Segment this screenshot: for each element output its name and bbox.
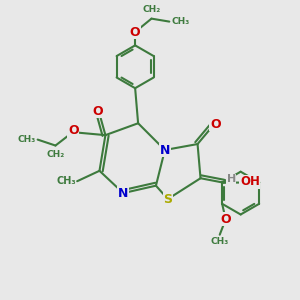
- Text: CH₃: CH₃: [171, 17, 189, 26]
- Text: CH₃: CH₃: [211, 237, 229, 246]
- Text: O: O: [68, 124, 79, 137]
- Text: S: S: [163, 193, 172, 206]
- Text: O: O: [210, 118, 221, 130]
- Text: O: O: [93, 105, 103, 118]
- Text: CH₃: CH₃: [18, 135, 36, 144]
- Text: OH: OH: [240, 175, 260, 188]
- Text: CH₂: CH₂: [46, 150, 64, 159]
- Text: N: N: [118, 187, 128, 200]
- Text: O: O: [220, 213, 231, 226]
- Text: H: H: [226, 174, 236, 184]
- Text: N: N: [160, 143, 170, 157]
- Text: CH₂: CH₂: [143, 5, 161, 14]
- Text: O: O: [130, 26, 140, 38]
- Text: CH₃: CH₃: [56, 176, 76, 186]
